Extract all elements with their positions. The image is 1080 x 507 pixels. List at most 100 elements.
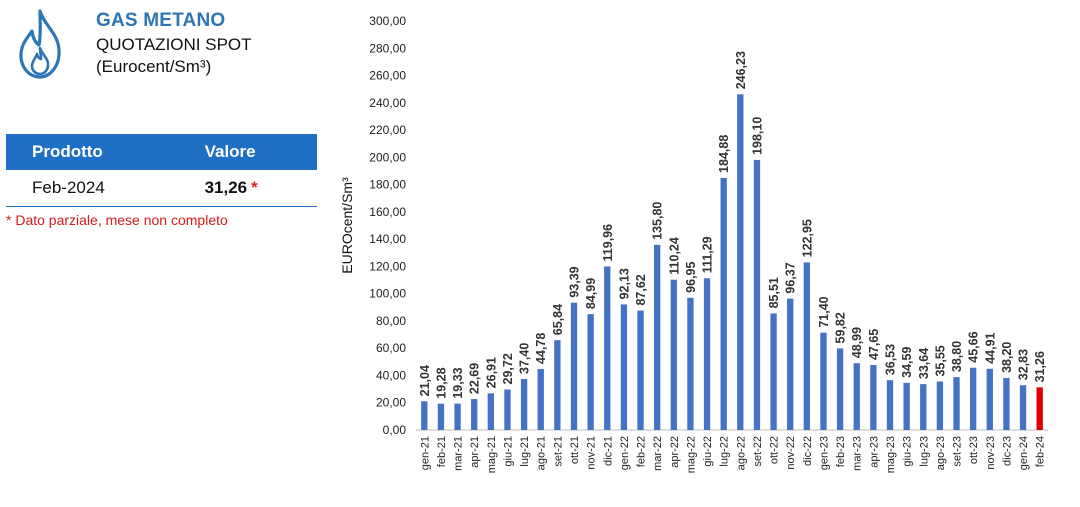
data-label: 36,53 [884, 344, 898, 375]
x-tick-label: set-21 [552, 436, 564, 467]
data-label: 47,65 [867, 329, 881, 360]
y-tick-label: 20,00 [376, 396, 406, 410]
y-tick-label: 260,00 [369, 69, 406, 83]
bar [570, 302, 578, 430]
x-tick-label: mag-22 [685, 436, 697, 473]
data-label: 44,78 [534, 333, 548, 364]
data-label: 110,24 [667, 237, 681, 275]
bar [903, 382, 910, 430]
y-tick-label: 300,00 [369, 14, 406, 28]
partial-data-note: * Dato parziale, mese non completo [6, 212, 228, 228]
x-tick-label: feb-23 [835, 436, 847, 467]
bar [653, 244, 661, 430]
x-tick-label: nov-21 [586, 436, 598, 470]
x-tick-label: set-22 [752, 436, 764, 467]
x-tick-label: giu-23 [902, 436, 914, 467]
bar [936, 381, 944, 430]
x-tick-label: set-23 [952, 436, 964, 467]
data-label: 135,80 [651, 202, 665, 240]
x-tick-label: feb-22 [636, 436, 648, 467]
table-row: Feb-2024 31,26 * [6, 170, 317, 207]
bar [770, 313, 777, 430]
x-tick-label: gen-23 [818, 436, 830, 470]
bar [1019, 385, 1027, 430]
y-tick-label: 200,00 [369, 150, 406, 164]
data-label: 32,83 [1017, 349, 1031, 380]
y-tick-label: 120,00 [369, 259, 406, 273]
unit-label: (Eurocent/Sm³) [96, 57, 212, 76]
bar [720, 177, 727, 430]
bar [421, 401, 428, 430]
bar [471, 399, 478, 430]
x-tick-label: feb-24 [1035, 436, 1047, 467]
data-label: 29,72 [501, 353, 515, 384]
bar [870, 365, 877, 430]
y-tick-label: 160,00 [369, 205, 406, 219]
data-label: 21,04 [418, 365, 432, 396]
bar [620, 304, 628, 430]
data-label: 122,95 [800, 219, 814, 257]
x-tick-label: nov-22 [785, 436, 797, 470]
x-tick-label: gen-24 [1018, 436, 1030, 470]
x-tick-label: lug-22 [719, 436, 731, 467]
data-label: 59,82 [834, 312, 848, 343]
data-label: 93,39 [568, 266, 582, 297]
value-text: 31,26 [204, 178, 248, 197]
y-tick-label: 180,00 [369, 178, 406, 192]
title-block: GAS METANO QUOTAZIONI SPOT (Eurocent/Sm³… [96, 10, 252, 77]
page-subtitle: QUOTAZIONI SPOT [96, 35, 252, 54]
data-label: 44,91 [983, 332, 997, 363]
bar [803, 262, 811, 430]
y-tick-label: 280,00 [369, 41, 406, 55]
x-tick-label: feb-21 [436, 436, 448, 467]
x-tick-label: mar-23 [852, 436, 864, 471]
bar [703, 278, 711, 430]
y-tick-label: 240,00 [369, 96, 406, 110]
x-tick-label: ago-21 [536, 436, 548, 470]
x-tick-label: apr-23 [868, 436, 880, 468]
data-label: 92,13 [617, 268, 631, 299]
bar [637, 310, 644, 430]
bar [437, 403, 445, 430]
x-tick-label: ott-22 [769, 436, 781, 464]
x-tick-label: giu-22 [702, 436, 714, 467]
x-tick-label: mar-21 [453, 436, 465, 471]
data-label: 111,29 [701, 236, 715, 273]
x-tick-label: mag-23 [885, 436, 897, 473]
y-tick-label: 60,00 [376, 341, 406, 355]
data-label: 19,33 [451, 367, 465, 398]
bar [787, 298, 794, 430]
y-tick-label: 220,00 [369, 123, 406, 137]
x-tick-label: nov-23 [985, 436, 997, 470]
bar [504, 389, 511, 430]
data-label: 96,95 [684, 261, 698, 292]
data-label: 37,40 [518, 343, 532, 374]
x-tick-label: gen-22 [619, 436, 631, 470]
x-tick-label: giu-21 [502, 436, 514, 467]
x-tick-label: ago-22 [735, 436, 747, 470]
y-tick-label: 40,00 [376, 368, 406, 382]
data-label: 96,37 [784, 262, 798, 293]
bar [820, 332, 827, 430]
bar-chart: 0,00 20,00 40,00 60,00 80,00 100,00 120,00 140,… [339, 14, 1048, 473]
bar [836, 348, 844, 430]
x-tick-label: lug-23 [918, 436, 930, 467]
data-label: 65,84 [551, 304, 565, 335]
bar [853, 363, 860, 430]
x-tick-label: dic-21 [602, 436, 614, 466]
data-label: 45,66 [967, 331, 981, 362]
x-tick-label: lug-21 [519, 436, 531, 467]
bar [487, 393, 495, 430]
x-tick-label: ott-23 [968, 436, 980, 464]
data-label: 85,51 [767, 277, 781, 308]
bar [953, 377, 960, 430]
bar [687, 297, 694, 430]
x-tick-label: mag-21 [486, 436, 498, 473]
data-label: 198,10 [750, 117, 764, 155]
y-tick-label: 100,00 [369, 287, 406, 301]
table-header-row: Prodotto Valore [6, 134, 317, 170]
data-label: 184,88 [717, 135, 731, 173]
cell-product: Feb-2024 [6, 170, 183, 207]
y-tick-label: 140,00 [369, 232, 406, 246]
x-tick-label: ott-21 [569, 436, 581, 464]
